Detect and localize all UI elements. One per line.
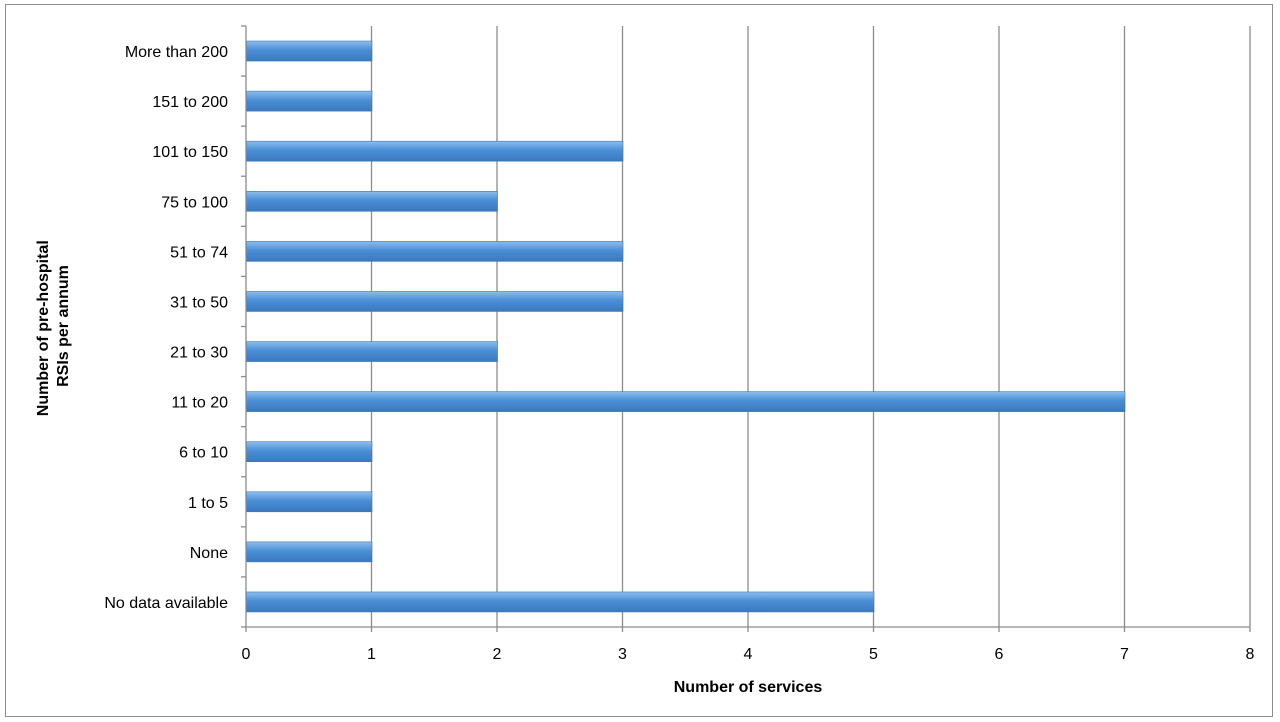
y-tick-label: 101 to 150 xyxy=(152,144,228,161)
y-tick-label: 151 to 200 xyxy=(152,94,228,111)
y-axis-title-line-2: RSIs per annum xyxy=(55,265,72,387)
y-tick-label: 1 to 5 xyxy=(188,495,228,512)
bar xyxy=(246,40,373,62)
y-tick-label: 51 to 74 xyxy=(170,244,228,261)
y-tick-label: More than 200 xyxy=(125,44,228,61)
y-tick-label: 75 to 100 xyxy=(161,194,228,211)
bar xyxy=(246,441,373,463)
x-tick-label: 6 xyxy=(995,646,1004,663)
bar xyxy=(246,90,373,112)
x-axis-title: Number of services xyxy=(674,679,823,696)
y-tick-label: 11 to 20 xyxy=(171,395,228,412)
x-tick-label: 7 xyxy=(1120,646,1129,663)
y-axis-title: Number of pre-hospital RSIs per annum xyxy=(35,236,72,416)
x-tick-label: 8 xyxy=(1246,646,1255,663)
bar xyxy=(246,190,498,212)
x-tick-label: 5 xyxy=(869,646,878,663)
x-tick-label: 3 xyxy=(618,646,627,663)
x-tick-label: 2 xyxy=(493,646,502,663)
x-tick-label: 1 xyxy=(367,646,376,663)
y-tick-label: 31 to 50 xyxy=(170,294,228,311)
bar xyxy=(246,140,624,162)
tick-labels: 0 1 2 3 4 5 6 7 8 No data available None 1 to 5 6 to… xyxy=(104,44,1254,663)
y-tick-label: 21 to 30 xyxy=(170,345,228,362)
bar xyxy=(246,391,1126,412)
bar xyxy=(246,491,373,513)
x-tick-label: 0 xyxy=(242,646,251,663)
axes xyxy=(241,25,1251,632)
bar xyxy=(246,291,624,312)
y-axis-title-line-1: Number of pre-hospital xyxy=(35,240,52,416)
y-tick-label: No data available xyxy=(104,595,228,612)
y-tick-label: 6 to 10 xyxy=(179,445,228,462)
y-tick-label: None xyxy=(190,545,228,562)
bar xyxy=(246,541,373,563)
bar xyxy=(246,591,875,613)
bar xyxy=(246,241,624,262)
bars xyxy=(246,40,1126,613)
x-tick-label: 4 xyxy=(744,646,753,663)
gridlines xyxy=(370,26,1251,627)
bar xyxy=(246,341,498,362)
